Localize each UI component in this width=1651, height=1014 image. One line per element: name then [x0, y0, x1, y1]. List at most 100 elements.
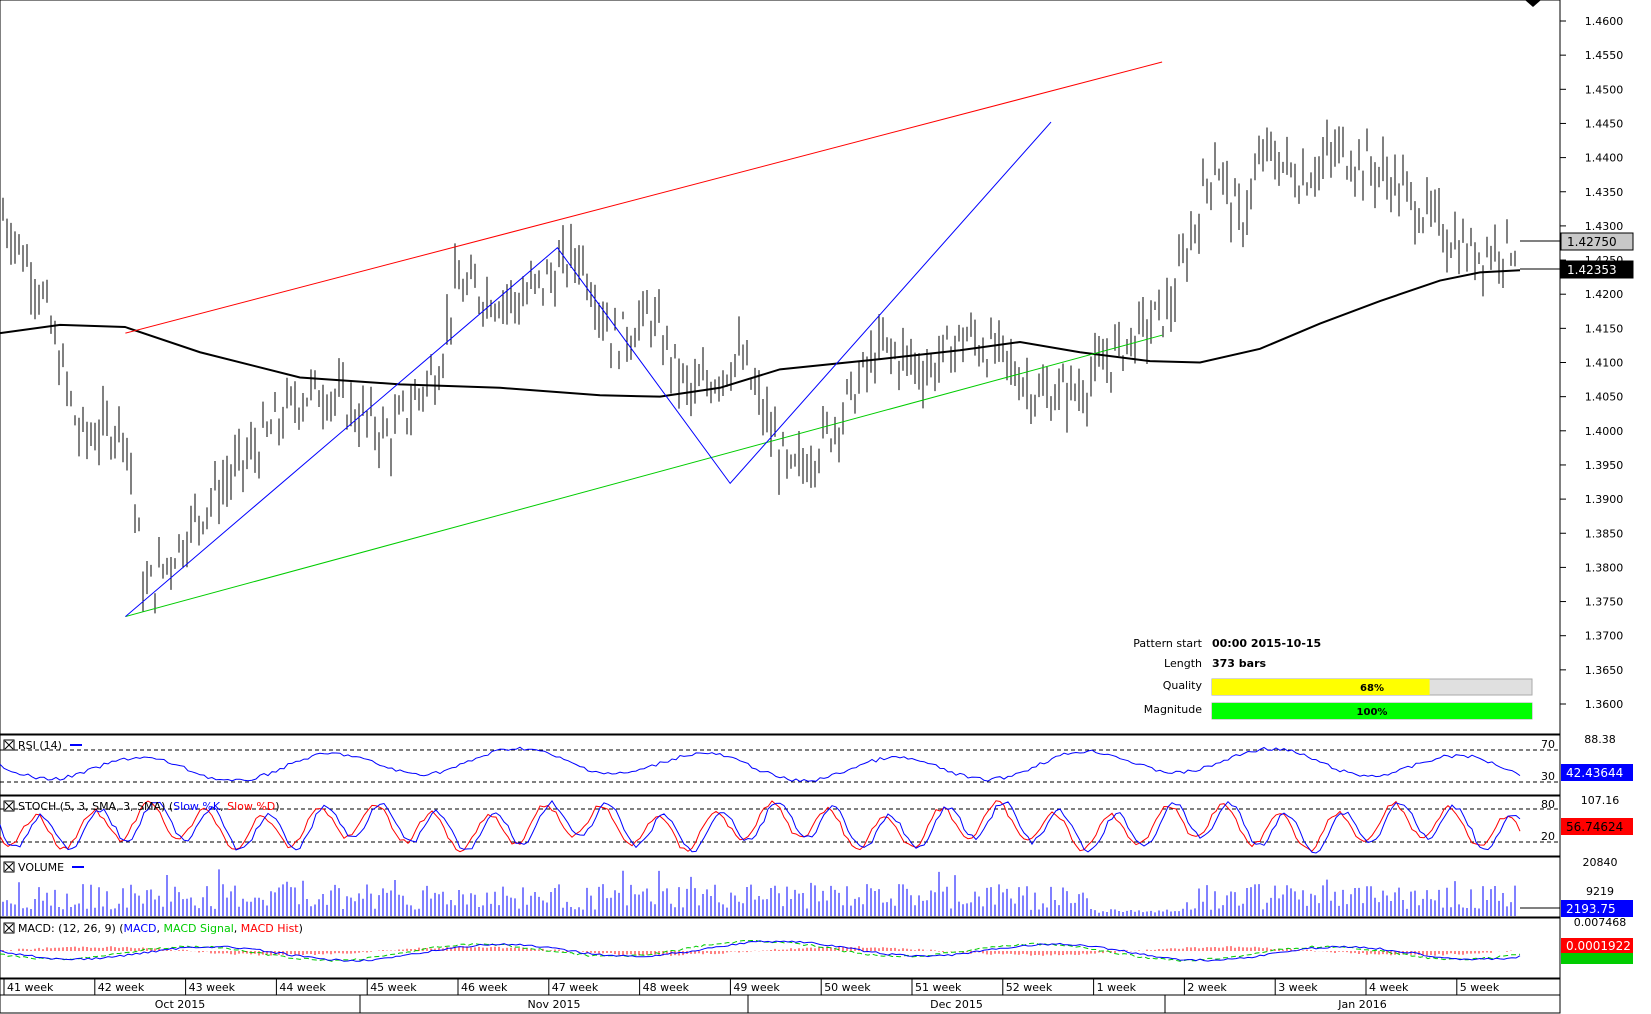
macd-title-hist: MACD Hist: [241, 922, 300, 935]
stoch-slow-d-line: [0, 800, 1521, 853]
length-value: 373 bars: [1212, 657, 1267, 670]
macd-panel: MACD: (12, 26, 9) (MACD, MACD Signal, MA…: [0, 916, 1633, 979]
stoch-lower-level-label: 20: [1541, 830, 1555, 843]
magnitude-bar-fill: [1212, 703, 1532, 719]
macd-top-label: 0.007468: [1574, 916, 1627, 929]
ma-price-tag-label: 1.42353: [1567, 263, 1617, 277]
stoch-top-label: 107.16: [1581, 794, 1620, 807]
price-tick-label: 1.4150: [1585, 322, 1624, 335]
price-tick-label: 1.3750: [1585, 596, 1624, 609]
rsi-top-label: 88.38: [1584, 733, 1616, 746]
stoch-title-sep: ,: [220, 800, 227, 813]
volume-bars: [2, 869, 1516, 916]
quality-bar-fill: [1212, 679, 1430, 695]
price-tick-label: 1.4000: [1585, 425, 1624, 438]
week-label: 51 week: [915, 981, 962, 994]
rsi-value-label: 42.43644: [1566, 766, 1623, 780]
scroll-marker-icon[interactable]: [1525, 0, 1541, 7]
volume-value-tag: [1561, 900, 1633, 917]
price-tick-label: 1.4450: [1585, 117, 1624, 130]
price-tick-label: 1.4050: [1585, 391, 1624, 404]
macd-panel-frame: [0, 917, 1561, 979]
week-label: 2 week: [1187, 981, 1227, 994]
pattern-start-label: Pattern start: [1133, 637, 1202, 650]
rsi-lower-level-label: 30: [1541, 770, 1555, 783]
rsi-title: RSI (14): [18, 739, 62, 752]
stoch-title-prefix: STOCH (5, 3, SMA, 3, SMA) (: [18, 800, 173, 813]
month-label: Dec 2015: [930, 998, 983, 1011]
macd-title-signal: MACD Signal: [164, 922, 234, 935]
current-price-tag-label: 1.42750: [1567, 235, 1617, 249]
week-label: 4 week: [1369, 981, 1409, 994]
price-tick-label: 1.4400: [1585, 152, 1624, 165]
ma-price-tag: 1.42353: [1520, 260, 1634, 279]
stoch-value-tag: [1561, 818, 1633, 835]
magnitude-value: 100%: [1357, 707, 1388, 718]
stoch-title-suffix: ): [275, 800, 279, 813]
week-label: 48 week: [643, 981, 690, 994]
macd-title: MACD: (12, 26, 9) (MACD, MACD Signal, MA…: [18, 922, 303, 935]
macd-signal-value-tag: [1561, 950, 1633, 964]
time-axis: 41 week 42 week 43 week 44 week 45 week 46 we…: [0, 978, 1561, 1014]
month-label: Jan 2016: [1337, 998, 1386, 1011]
resistance-line: [125, 61, 1163, 334]
week-label: 42 week: [98, 981, 145, 994]
price-tick-label: 1.4500: [1585, 83, 1624, 96]
stoch-slow-k-line: [0, 800, 1521, 854]
quality-label: Quality: [1163, 679, 1203, 692]
stoch-value-label: 56.74624: [1566, 820, 1623, 834]
week-label: 43 week: [189, 981, 236, 994]
rsi-panel: RSI (14) 70 30 88.38 42.43644: [0, 733, 1633, 796]
stoch-close-icon-cross: [4, 801, 14, 811]
stoch-title: STOCH (5, 3, SMA, 3, SMA) (Slow %K, Slow…: [18, 800, 280, 813]
quality-value: 68%: [1360, 683, 1384, 694]
macd-title-sep2: ,: [234, 922, 241, 935]
stoch-upper-level-label: 80: [1541, 798, 1555, 811]
support-line: [125, 334, 1163, 618]
price-tick-label: 1.4550: [1585, 49, 1624, 62]
volume-mid-label: 9219: [1586, 885, 1614, 898]
rsi-value-tag: [1561, 764, 1633, 781]
price-axis: 1.4600 1.4550 1.4500 1.4450 1.4400 1.4350 1.43…: [1559, 0, 1624, 734]
month-label: Nov 2015: [528, 998, 581, 1011]
price-tick-label: 1.3600: [1585, 698, 1624, 711]
price-tick-label: 1.4600: [1585, 15, 1624, 28]
week-label: 3 week: [1278, 981, 1318, 994]
price-tick-label: 1.3650: [1585, 664, 1624, 677]
zigzag-pattern-line: [125, 121, 1052, 617]
pattern-start-value: 00:00 2015-10-15: [1212, 637, 1321, 650]
rsi-line: [0, 746, 1521, 783]
price-tick-label: 1.3800: [1585, 561, 1624, 574]
pattern-info: Pattern start 00:00 2015-10-15 Length 37…: [1133, 637, 1533, 720]
price-tick-label: 1.3700: [1585, 630, 1624, 643]
macd-close-icon-cross: [4, 923, 14, 933]
week-label: 50 week: [824, 981, 871, 994]
rsi-close-icon-cross: [4, 740, 14, 750]
week-label: 46 week: [461, 981, 508, 994]
week-label: 52 week: [1006, 981, 1053, 994]
macd-title-sep1: ,: [157, 922, 164, 935]
macd-signal-line: [0, 939, 1521, 962]
current-price-tag: 1.42750: [1520, 232, 1634, 251]
week-label: 1 week: [1097, 981, 1137, 994]
price-tick-label: 1.3950: [1585, 459, 1624, 472]
main-panel-frame: [0, 0, 1561, 735]
volume-value-label: 2193.75: [1566, 902, 1616, 916]
stoch-title-k: Slow %K: [173, 800, 221, 813]
macd-value-tag: [1561, 938, 1633, 953]
stoch-panel: STOCH (5, 3, SMA, 3, SMA) (Slow %K, Slow…: [0, 794, 1633, 857]
week-label: 47 week: [552, 981, 599, 994]
price-tick-label: 1.3900: [1585, 493, 1624, 506]
price-tick-label: 1.4350: [1585, 186, 1624, 199]
ma-price-tag-box: [1560, 260, 1634, 279]
week-label: 41 week: [7, 981, 54, 994]
macd-title-prefix: MACD: (12, 26, 9) (: [18, 922, 124, 935]
volume-panel-frame: [0, 856, 1561, 918]
week-label: 45 week: [370, 981, 417, 994]
macd-line: [0, 940, 1521, 962]
volume-top-label: 20840: [1583, 856, 1618, 869]
macd-title-macd: MACD: [124, 922, 157, 935]
time-axis-frame: [0, 978, 1561, 1014]
main-price-panel: [0, 0, 1561, 735]
